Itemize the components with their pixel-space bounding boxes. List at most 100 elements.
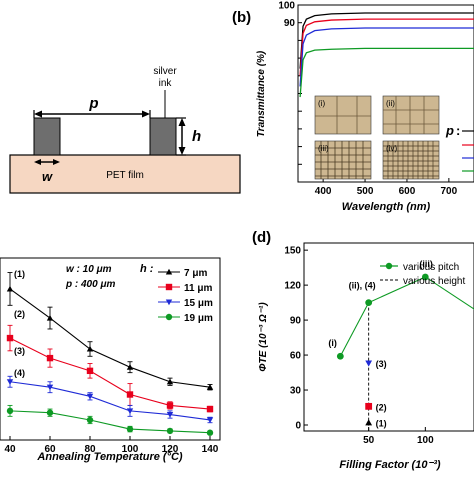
panel-d-height-point — [365, 360, 373, 367]
height-arrowhead-top — [178, 118, 186, 126]
panel-d-y-tick-label: 30 — [290, 386, 302, 397]
panel-c-x-tick-label: 80 — [84, 444, 96, 455]
panel-c-series-line-1 — [9, 288, 211, 388]
electrode-right — [149, 117, 177, 156]
panel-c-x-tick-label: 120 — [162, 444, 179, 455]
panel-c-point — [126, 408, 134, 415]
pet-film-label: PET film — [106, 170, 144, 181]
electrode-left — [33, 117, 61, 156]
panel-c-legend-marker — [165, 313, 173, 321]
panel-c-legend-label: 19 μm — [184, 313, 213, 324]
panel-c-point — [6, 334, 14, 342]
width-arrowhead-right — [53, 159, 60, 165]
panel-c-point — [86, 345, 94, 352]
panel-c-point — [46, 354, 54, 362]
inset-iv-grid — [383, 141, 439, 179]
inset-iii-label: (iii) — [318, 144, 329, 153]
panel-d-y-tick-label: 150 — [284, 246, 301, 257]
panel-b-x-tick-label: 400 — [315, 186, 332, 197]
inset-iv-image — [382, 140, 440, 180]
panel-b-series-line-1 — [299, 12, 474, 69]
silver-ink-label-line1: silver — [153, 66, 177, 77]
panel-d-pitch-label: (iii) — [419, 259, 433, 269]
inset-ii-image — [382, 95, 440, 135]
pitch-label: p — [88, 95, 98, 112]
panel-d-figure-of-merit: (d) 50 100 0 30 60 90 120 150 (i) (ii), (4) (iii)… — [252, 229, 474, 471]
panel-b-x-axis-title: Wavelength (nm) — [342, 201, 431, 213]
panel-c-point — [46, 384, 54, 391]
panel-d-series: (i)(ii), (4)(iii)(i(3)(2)(1) — [328, 259, 474, 431]
panel-b-lines — [299, 12, 474, 98]
panel-d-letter: (d) — [252, 229, 271, 246]
panel-b-x-tick-label: 700 — [441, 186, 458, 197]
width-label: w — [42, 169, 53, 184]
panel-c-series-line-3 — [9, 381, 211, 421]
legend-p-colon: : — [456, 123, 460, 138]
pitch-arrowhead-left — [34, 110, 42, 118]
panel-b-x-tick-label: 500 — [357, 186, 374, 197]
panel-d-x-tick-label: 100 — [417, 435, 434, 446]
panel-c-x-tick-label: 40 — [4, 444, 16, 455]
panel-d-x-axis-title: Filling Factor (10⁻³) — [339, 459, 440, 471]
panel-d-y-tick-label: 120 — [284, 281, 301, 292]
panel-c-point — [206, 429, 214, 436]
panel-b-y-tick-label: 90 — [284, 18, 296, 29]
panel-c-point — [166, 402, 174, 409]
panel-c-series-line-4 — [9, 410, 211, 434]
panel-c-annealing: 40 60 80 100 120 140 (1) (2) (3) (4) w : 10 μ… — [0, 257, 221, 463]
panel-d-height-point — [365, 402, 373, 410]
panel-c-series-line-2 — [9, 337, 211, 410]
panel-c-legend: 7 μm 11 μm 15 μm 19 μm — [158, 268, 213, 324]
inset-i-image — [314, 95, 372, 135]
panel-d-pitch-point — [336, 352, 344, 360]
panel-c-point — [206, 405, 214, 413]
panel-d-height-point — [365, 419, 373, 426]
panel-c-point — [6, 407, 14, 415]
inset-iii-image — [314, 140, 372, 180]
panel-b-series-line-3 — [299, 27, 474, 87]
height-arrowhead-bottom — [178, 147, 186, 155]
panel-c-point — [6, 285, 14, 292]
panel-c-point — [166, 411, 174, 418]
panel-c-row-label-1: (1) — [14, 269, 25, 279]
panel-c-point — [46, 314, 54, 321]
panel-c-point — [126, 425, 134, 433]
panel-c-point — [86, 367, 94, 375]
legend-pitch-label: various pitch — [403, 262, 459, 273]
panel-c-x-axis-title: Annealing Temperature (°C) — [36, 451, 183, 463]
height-label: h — [192, 128, 201, 145]
panel-c-legend-marker — [165, 268, 173, 275]
panel-d-pitch-line — [339, 276, 474, 357]
panel-d-pitch-label: (ii), (4) — [349, 281, 376, 291]
inset-ii-label: (ii) — [386, 99, 395, 108]
legend-p-label: p — [445, 123, 454, 138]
panel-c-param-w: w : 10 μm — [66, 264, 112, 275]
panel-d-height-label: (1) — [376, 419, 387, 429]
panel-d-height-label: (3) — [376, 359, 387, 369]
panel-d-plot-frame — [303, 242, 474, 432]
panel-d-y-tick-label: 90 — [290, 316, 302, 327]
panel-d-pitch-point — [365, 299, 373, 307]
panel-c-legend-label: 7 μm — [184, 268, 207, 279]
panel-c-x-tick-label: 140 — [202, 444, 219, 455]
panel-c-series — [6, 272, 214, 436]
panel-d-pitch-point — [421, 273, 429, 281]
panel-c-point — [6, 379, 14, 385]
panel-b-series-line-2 — [299, 18, 474, 76]
inset-iv-label: (iv) — [386, 144, 397, 153]
panel-d-plot-area: (i)(ii), (4)(iii)(i(3)(2)(1) — [328, 259, 474, 431]
panel-c-point — [86, 393, 94, 400]
panel-c-point — [126, 391, 134, 398]
panel-d-pitch-label: (i) — [328, 338, 337, 348]
pitch-arrowhead-right — [142, 110, 150, 118]
silver-ink-label-line2: ink — [159, 78, 173, 89]
panel-c-legend-label: 11 μm — [184, 283, 212, 294]
panel-c-ticks: 40 60 80 100 120 140 — [4, 436, 219, 455]
panel-c-legend-marker — [165, 283, 173, 291]
panel-d-y-axis-title: ΦTE (10⁻³ Ω⁻¹) — [258, 302, 269, 372]
legend-pitch-marker — [385, 262, 393, 270]
panel-d-ticks: 50 100 0 30 60 90 120 150 — [284, 246, 434, 446]
panel-c-legend-marker — [165, 299, 173, 306]
panel-a-schematic: PET film p h w silver ink — [9, 66, 241, 194]
